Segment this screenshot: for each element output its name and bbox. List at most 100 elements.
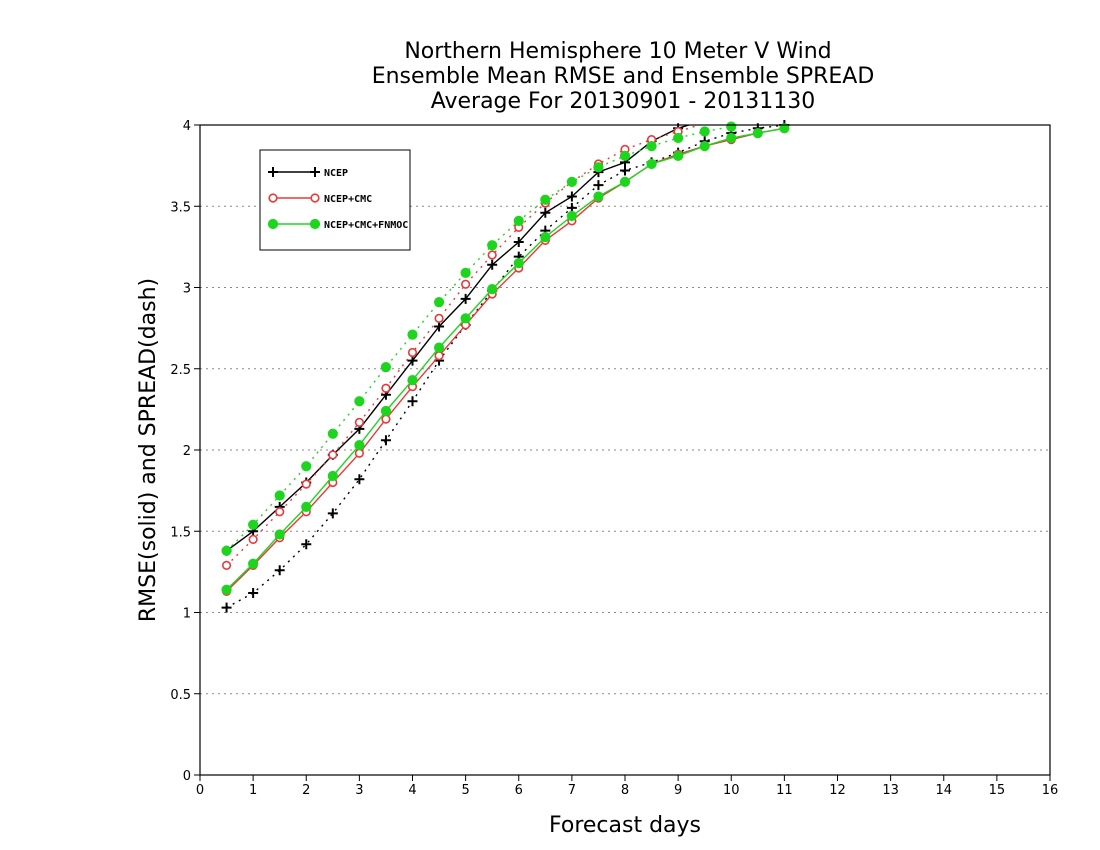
y-tick-label: 0 (183, 769, 191, 784)
x-tick-label: 13 (882, 783, 899, 798)
point-rmse-ncep-cmc-fnmoc (380, 405, 392, 417)
legend-marker (268, 167, 278, 177)
point-rmse-ncep (566, 191, 577, 202)
legend-marker (310, 193, 320, 203)
point-rmse-ncep-cmc-fnmoc (540, 232, 551, 243)
legend-marker (268, 193, 278, 203)
point-spread-ncep (593, 180, 604, 191)
y-tick-label: 4 (183, 119, 191, 134)
point-rmse-ncep (460, 293, 471, 304)
x-tick-label: 14 (935, 783, 952, 798)
point-rmse-ncep-cmc-fnmoc (327, 470, 338, 482)
point-spread-ncep-cmc-fnmoc (301, 461, 312, 472)
point-spread-ncep (274, 565, 285, 576)
point-spread-ncep-cmc-fnmoc (433, 297, 445, 308)
point-rmse-ncep-cmc-fnmoc (407, 375, 418, 386)
point-spread-ncep-cmc-fnmoc (699, 126, 710, 137)
point-rmse-ncep-cmc-fnmoc (513, 258, 524, 269)
legend: NCEP NCEP+CMC NCEP+CMC+FNMOC (259, 149, 411, 251)
point-spread-ncep (380, 435, 391, 446)
x-tick-label: 0 (196, 783, 204, 798)
series-ncep-cmc-fnmoc (221, 121, 790, 595)
point-spread-ncep-cmc (221, 560, 232, 570)
point-spread-ncep-cmc-fnmoc (566, 176, 577, 187)
point-spread-ncep-cmc-fnmoc (407, 329, 418, 340)
x-tick-label: 15 (989, 783, 1006, 798)
point-spread-ncep-cmc (328, 450, 338, 460)
point-spread-ncep-cmc (248, 534, 258, 544)
point-rmse-ncep-cmc-fnmoc (726, 132, 737, 144)
title-line-1: Northern Hemisphere 10 Meter V Wind (404, 39, 831, 64)
point-rmse-ncep-cmc-fnmoc (487, 284, 498, 295)
point-spread-ncep (620, 165, 630, 176)
x-axis-label: Forecast days (549, 813, 701, 838)
point-rmse-ncep-cmc-fnmoc (619, 176, 631, 187)
point-rmse-ncep (407, 355, 418, 366)
point-rmse-ncep-cmc-fnmoc (301, 501, 312, 512)
point-spread-ncep-cmc-fnmoc (726, 121, 737, 132)
legend-marker (309, 218, 321, 230)
title-line-3: Average For 20130901 - 20131130 (431, 89, 816, 114)
point-rmse-ncep (434, 321, 445, 332)
point-spread-ncep (407, 396, 418, 407)
point-spread-ncep (354, 474, 365, 485)
point-spread-ncep-cmc (275, 507, 285, 517)
point-spread-ncep-cmc-fnmoc (619, 150, 631, 161)
legend-label: NCEP+CMC+FNMOC (324, 220, 408, 231)
point-rmse-ncep-cmc-fnmoc (221, 584, 232, 595)
point-spread-ncep-cmc-fnmoc (646, 141, 657, 152)
x-tick-label: 2 (302, 783, 310, 798)
point-spread-ncep-cmc-fnmoc (327, 428, 338, 439)
point-rmse-ncep-cmc-fnmoc (566, 210, 577, 222)
point-rmse-ncep-cmc-fnmoc (699, 141, 710, 152)
point-spread-ncep-cmc (434, 313, 444, 323)
y-tick-label: 1.5 (170, 525, 191, 540)
plot-frame (199, 124, 1051, 776)
y-tick-label: 3.5 (170, 200, 191, 215)
point-spread-ncep-cmc-fnmoc (248, 519, 259, 530)
legend-label: NCEP (324, 168, 348, 179)
point-spread-ncep-cmc-fnmoc (673, 132, 684, 144)
x-tick-label: 8 (621, 783, 629, 798)
legend-marker (267, 218, 279, 230)
point-spread-ncep-cmc (407, 347, 418, 358)
chart-title: Northern Hemisphere 10 Meter V Wind Ense… (372, 39, 875, 114)
line-spread-ncep-cmc (226, 125, 702, 566)
point-spread-ncep-cmc-fnmoc (540, 194, 551, 205)
point-rmse-ncep-cmc-fnmoc (248, 558, 259, 569)
point-spread-ncep (248, 588, 259, 598)
point-rmse-ncep-cmc (381, 414, 391, 424)
point-spread-ncep (221, 602, 232, 613)
legend-box (259, 149, 411, 251)
legend-item-ncep: NCEP (268, 167, 348, 179)
y-axis-label: RMSE(solid) and SPREAD(dash) (136, 278, 161, 622)
legend-label: NCEP+CMC (324, 194, 372, 205)
legend-marker (310, 167, 320, 177)
x-tick-label: 10 (723, 783, 740, 798)
point-rmse-ncep-cmc-fnmoc (460, 313, 471, 324)
point-rmse-ncep-cmc-fnmoc (646, 158, 657, 170)
point-spread-ncep-cmc-fnmoc (221, 545, 232, 556)
x-tick-label: 1 (249, 783, 257, 798)
point-rmse-ncep-cmc-fnmoc (752, 128, 763, 139)
point-rmse-ncep (540, 207, 551, 218)
point-rmse-ncep (513, 237, 524, 247)
point-rmse-ncep-cmc (434, 351, 444, 361)
point-rmse-ncep-cmc-fnmoc (593, 191, 604, 202)
point-rmse-ncep-cmc-fnmoc (779, 123, 790, 134)
line-rmse-ncep-cmc-fnmoc (226, 127, 785, 591)
point-spread-ncep-cmc-fnmoc (487, 240, 498, 251)
point-spread-ncep-cmc-fnmoc (274, 490, 285, 501)
point-spread-ncep (301, 539, 312, 550)
legend-item-ncep-cmc-fnmoc: NCEP+CMC+FNMOC (267, 218, 408, 231)
point-rmse-ncep-cmc-fnmoc (354, 440, 365, 451)
line-rmse-ncep-cmc (226, 127, 785, 592)
point-spread-ncep-cmc (354, 417, 364, 427)
point-spread-ncep-cmc (487, 250, 497, 260)
x-tick-label: 6 (515, 783, 523, 798)
point-rmse-ncep-cmc (354, 448, 364, 458)
point-spread-ncep-cmc-fnmoc (460, 267, 471, 278)
x-tick-label: 11 (776, 783, 793, 798)
point-rmse-ncep-cmc-fnmoc (274, 529, 285, 540)
